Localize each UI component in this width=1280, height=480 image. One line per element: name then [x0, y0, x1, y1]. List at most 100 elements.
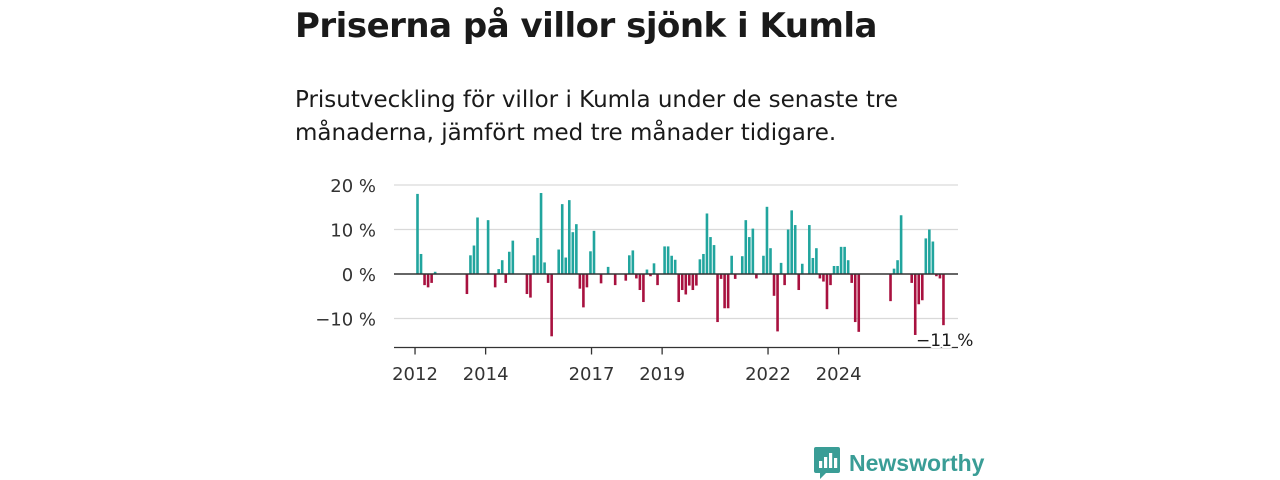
- bar: [585, 274, 589, 288]
- bar: [730, 255, 733, 274]
- bar: [673, 259, 677, 274]
- bar: [469, 255, 472, 274]
- bar: [836, 265, 839, 274]
- bar: [695, 274, 698, 286]
- bar: [430, 274, 433, 283]
- bar: [815, 248, 818, 274]
- bar: [504, 274, 508, 283]
- bar: [564, 257, 568, 274]
- bar: [511, 240, 515, 274]
- bar: [811, 257, 815, 274]
- bar: [776, 274, 779, 332]
- newsworthy-logo-text: Newsworthy: [849, 449, 985, 476]
- bar: [688, 274, 691, 286]
- bar: [698, 259, 702, 274]
- annotation-halo: −11 %: [916, 331, 973, 351]
- bar: [497, 269, 500, 274]
- bar: [938, 274, 942, 279]
- chart-subtitle: Prisutveckling för villor i Kumla under …: [295, 84, 935, 150]
- bar: [589, 251, 592, 274]
- bar: [684, 274, 688, 295]
- bar: [493, 274, 497, 288]
- bar: [536, 237, 539, 274]
- bar: [793, 225, 797, 274]
- bar: [942, 274, 945, 326]
- y-tick-label: −10 %: [315, 310, 376, 331]
- bar: [920, 274, 924, 301]
- y-tick-label: 10 %: [330, 221, 376, 242]
- bar: [846, 260, 850, 274]
- bar: [786, 229, 790, 274]
- bar: [857, 274, 861, 332]
- bar: [592, 230, 596, 274]
- bar: [578, 274, 582, 289]
- bar: [705, 213, 709, 274]
- y-tick-label: 0 %: [342, 265, 376, 286]
- bar: [645, 269, 649, 274]
- bar: [472, 245, 476, 274]
- bar: [599, 274, 603, 284]
- bar: [822, 274, 825, 282]
- bar: [716, 274, 719, 323]
- bar: [666, 246, 670, 274]
- bar: [825, 274, 829, 310]
- bar: [744, 220, 748, 274]
- bar: [800, 263, 804, 274]
- bar: [416, 193, 419, 274]
- x-tick-label: 2019: [639, 364, 685, 385]
- bar: [571, 232, 575, 274]
- bar: [843, 246, 846, 274]
- bar: [567, 200, 571, 274]
- bar: [889, 274, 892, 302]
- bar: [723, 274, 726, 309]
- bar: [899, 215, 903, 274]
- bar: [829, 274, 832, 286]
- bar: [924, 238, 928, 274]
- subtitle-line-2: månaderna, jämfört med tre månader tidig…: [295, 120, 837, 146]
- chart-title: Priserna på villor sjönk i Kumla: [295, 6, 877, 46]
- bar: [546, 274, 550, 283]
- bar: [486, 220, 490, 274]
- bar: [839, 246, 843, 274]
- bar: [779, 262, 783, 274]
- newsworthy-logo: Newsworthy: [813, 446, 984, 480]
- bar: [702, 253, 705, 274]
- bar: [892, 268, 896, 274]
- bar: [433, 271, 437, 274]
- bar: [755, 274, 758, 279]
- bar: [507, 251, 511, 274]
- bar: [772, 274, 776, 296]
- bar: [910, 274, 913, 283]
- bar: [525, 274, 529, 295]
- bar: [712, 245, 716, 274]
- bar: [638, 274, 642, 291]
- bar: [652, 263, 656, 274]
- bar: [931, 241, 935, 274]
- bar: [426, 274, 430, 288]
- bar: [631, 250, 635, 274]
- bar: [635, 274, 638, 279]
- bar: [642, 274, 645, 303]
- bar: [557, 249, 560, 274]
- bar: [628, 255, 631, 274]
- bar: [726, 274, 730, 309]
- bar: [709, 237, 712, 274]
- x-tick-label: 2022: [745, 364, 791, 385]
- bar: [913, 274, 917, 335]
- bar: [765, 206, 769, 274]
- bar: [790, 210, 793, 274]
- bar: [606, 266, 610, 274]
- subtitle-line-1: Prisutveckling för villor i Kumla under …: [295, 87, 898, 113]
- bar: [575, 224, 578, 274]
- bar: [419, 253, 423, 274]
- bar: [532, 255, 536, 274]
- bar: [670, 255, 673, 274]
- bar: [582, 274, 585, 308]
- bar: [476, 217, 479, 274]
- bar: [500, 260, 504, 274]
- bar: [769, 248, 772, 274]
- bar: [832, 265, 836, 274]
- bar: [783, 274, 786, 286]
- bar: [818, 274, 822, 279]
